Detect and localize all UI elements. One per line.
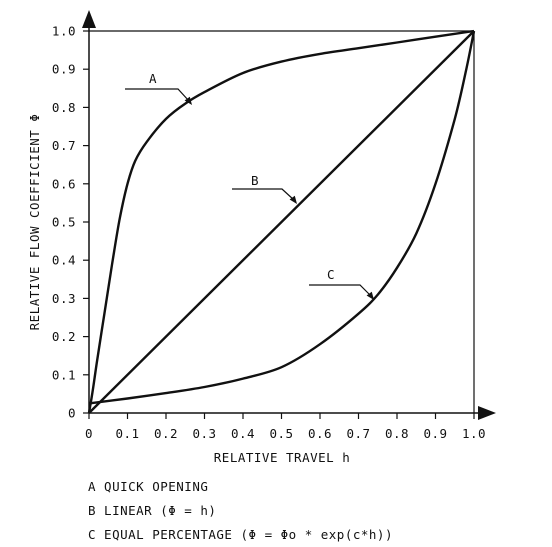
y-tick-label: 0 [68, 406, 76, 421]
x-tick-label: 0 [85, 426, 93, 441]
annotation-leader-line [125, 88, 190, 102]
y-tick-label: 0.9 [52, 62, 76, 77]
annotation-arrowhead [289, 195, 297, 204]
x-tick-label: 0.9 [423, 426, 447, 441]
x-tick-label: 0.5 [269, 426, 293, 441]
legend-item-a: A QUICK OPENING [88, 479, 209, 494]
annotation-arrowhead [184, 96, 192, 105]
series-line-a [87, 29, 475, 414]
x-tick-label: 0.4 [231, 426, 255, 441]
x-tick-label: 0.7 [346, 426, 370, 441]
annotation-arrowhead [366, 291, 374, 300]
x-tick-label: 0.6 [308, 426, 332, 441]
series-line-b [88, 30, 475, 414]
legend-item-b: B LINEAR (Φ = h) [88, 503, 217, 518]
y-tick-label: 0.1 [52, 367, 76, 382]
x-axis-label: RELATIVE TRAVEL h [214, 450, 350, 465]
x-tick-label: 1.0 [462, 426, 486, 441]
y-axis-arrowhead [82, 10, 96, 28]
annotation-leader-line [309, 284, 372, 297]
x-tick-label: 0.8 [385, 426, 409, 441]
plot-frame [82, 10, 496, 420]
x-tick-label: 0.1 [115, 426, 139, 441]
y-tick-label: 0.7 [52, 138, 76, 153]
y-tick-label: 0.3 [52, 291, 76, 306]
annotation-leader-line [232, 188, 295, 201]
y-axis-label: RELATIVE FLOW COEFFICIENT Φ [27, 114, 42, 331]
x-tick-label: 0.3 [192, 426, 216, 441]
x-tick-label: 0.2 [154, 426, 178, 441]
y-tick-label: 0.2 [52, 329, 76, 344]
y-tick-label: 0.8 [52, 100, 76, 115]
annotation-label: C [327, 267, 335, 282]
y-tick-label: 0.6 [52, 176, 76, 191]
annotation-label: B [251, 173, 259, 188]
x-axis-arrowhead [478, 406, 496, 420]
annotation-label: A [149, 71, 157, 86]
curve-annotations: A B C [125, 71, 374, 300]
axis-ticks: 0 0.1 0.2 0.3 0.4 0.5 0.6 0.7 0.8 0.9 1.0 0 0.1 0.2 0.… [52, 24, 486, 442]
series-line-c [88, 30, 476, 405]
y-tick-label: 0.4 [52, 253, 76, 268]
y-tick-label: 0.5 [52, 215, 76, 230]
legend: A QUICK OPENING B LINEAR (Φ = h) C EQUAL… [88, 475, 393, 547]
legend-item-c: C EQUAL PERCENTAGE (Φ = Φo * exp(c*h)) [88, 527, 393, 542]
y-tick-label: 1.0 [52, 24, 76, 39]
data-series [87, 29, 476, 414]
